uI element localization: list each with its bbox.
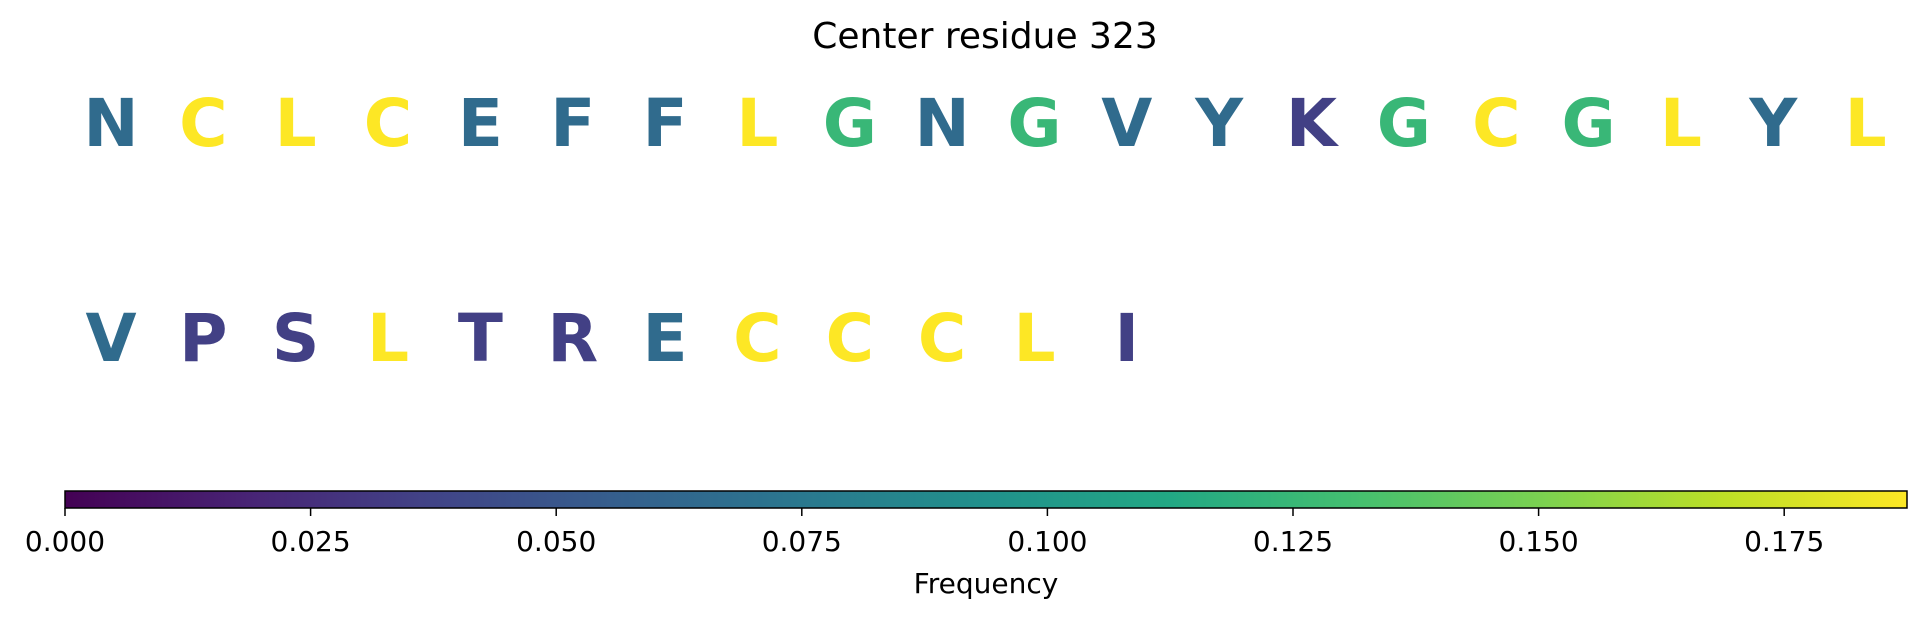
residue-letter: C — [826, 300, 874, 377]
colorbar-tick-label: 0.050 — [516, 525, 596, 558]
residue-letter: F — [643, 85, 688, 162]
residue-letter: L — [1845, 85, 1887, 162]
residue-letter: L — [1013, 300, 1055, 377]
residue-letter: G — [1007, 85, 1061, 162]
residue-letter: K — [1286, 85, 1340, 162]
residue-letter: C — [918, 300, 966, 377]
residue-letter: Y — [1194, 85, 1244, 162]
colorbar — [64, 490, 1908, 509]
residue-letter: L — [736, 85, 778, 162]
residue-letter: E — [458, 85, 503, 162]
residue-letter: G — [823, 85, 877, 162]
residue-letter: Y — [1748, 85, 1798, 162]
colorbar-tick-label: 0.025 — [271, 525, 351, 558]
residue-letter: C — [733, 300, 781, 377]
residue-letter: F — [550, 85, 595, 162]
residue-letter: E — [643, 300, 688, 377]
residue-letter: P — [179, 300, 227, 377]
residue-letter: C — [364, 85, 412, 162]
residue-letter: L — [275, 85, 317, 162]
residue-letter: G — [1377, 85, 1431, 162]
chart-title: Center residue 323 — [812, 16, 1158, 57]
colorbar-tick-label: 0.000 — [25, 525, 105, 558]
residue-letter: R — [547, 300, 598, 377]
colorbar-label: Frequency — [914, 567, 1059, 600]
residue-letter: L — [1660, 85, 1702, 162]
residue-letter: N — [914, 85, 969, 162]
residue-letter: S — [272, 300, 320, 377]
residue-letter: N — [83, 85, 138, 162]
colorbar-tick-label: 0.075 — [762, 525, 842, 558]
colorbar-tick-label: 0.150 — [1499, 525, 1579, 558]
residue-letter: T — [458, 300, 503, 377]
colorbar-tick-label: 0.175 — [1744, 525, 1824, 558]
residue-letter: V — [85, 300, 136, 377]
colorbar-ticks: 0.000 0.025 0.050 0.075 0.100 0.125 0.150 0.175 — [25, 508, 1824, 558]
residue-letter: I — [1115, 300, 1140, 377]
residue-letter: L — [367, 300, 409, 377]
residue-letter: C — [1472, 85, 1520, 162]
colorbar-tick-label: 0.125 — [1253, 525, 1333, 558]
residue-letter: G — [1562, 85, 1616, 162]
residue-letters: N C L C E F F L G N G V Y K G C G L Y LV P S L T R E C C C L I — [83, 85, 1886, 377]
residue-letter: V — [1101, 85, 1152, 162]
colorbar-tick-label: 0.100 — [1007, 525, 1087, 558]
residue-letter: C — [179, 85, 227, 162]
